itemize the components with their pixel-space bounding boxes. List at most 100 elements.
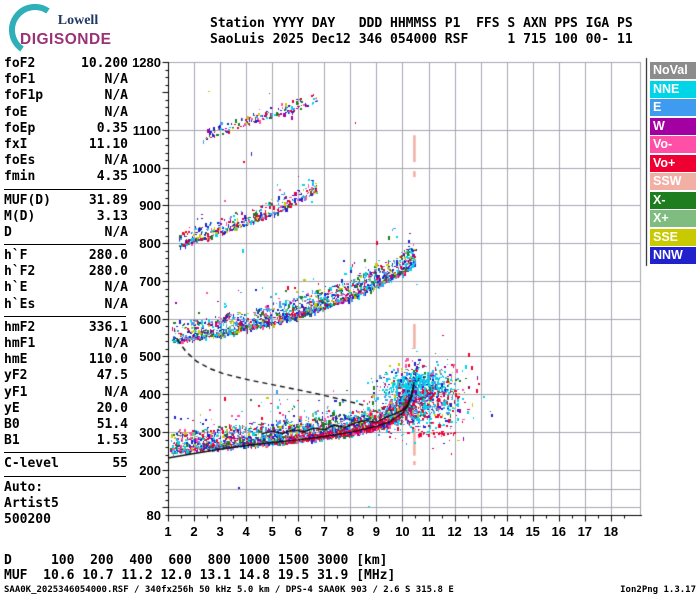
x-tick-label: 11 <box>421 524 436 539</box>
y-tick-label: 600 <box>139 311 161 327</box>
param-label: foEs <box>4 153 36 169</box>
station-header: Station YYYY DAY DDD HHMMSS P1 FFS S AXN… <box>210 16 633 48</box>
x-tick-label: 13 <box>473 524 488 539</box>
panel-footer-line: Artist5 <box>4 495 59 511</box>
param-value: 31.89 <box>88 192 128 208</box>
param-label: h`F2 <box>4 264 36 280</box>
legend-item-nnw: NNW <box>650 247 696 264</box>
param-row: foF1p N/A <box>4 88 128 104</box>
panel-footer-line: 500200 <box>4 511 51 527</box>
y-tick-label: 900 <box>139 198 161 214</box>
lowell-digisonde-logo: Lowell DIGISONDE <box>8 4 111 52</box>
legend-item-x: X- <box>650 191 696 209</box>
panel-divider <box>4 244 126 246</box>
param-row: foEs N/A <box>4 153 128 169</box>
panel-divider <box>4 475 126 477</box>
param-label: foF1p <box>4 88 44 104</box>
param-value: 4.35 <box>96 169 128 185</box>
x-tick-label: 18 <box>603 524 619 539</box>
param-value: 3.13 <box>96 208 128 224</box>
param-row: fmin 4.35 <box>4 169 128 185</box>
param-row: B0 51.4 <box>4 417 128 433</box>
param-row: M(D) 3.13 <box>4 209 128 225</box>
x-tick-label: 12 <box>447 524 462 539</box>
param-value: 0.35 <box>96 120 128 136</box>
legend-item-w: W <box>650 117 696 135</box>
param-value: N/A <box>104 280 128 296</box>
y-tick-label: 800 <box>139 236 161 252</box>
param-value: 55 <box>112 456 128 472</box>
legend-item-vo: Vo- <box>650 136 696 153</box>
param-value: 20.0 <box>96 400 128 416</box>
y-tick-label: 700 <box>139 273 161 289</box>
param-label: foE <box>4 104 28 120</box>
legend-item-sse: SSE <box>650 228 696 246</box>
param-label: M(D) <box>4 208 36 224</box>
x-tick-label: 9 <box>372 524 380 539</box>
legend-item-nne: NNE <box>650 80 696 98</box>
param-value: 336.1 <box>88 319 128 335</box>
param-label: C-level <box>4 456 59 472</box>
x-tick-label: 5 <box>268 524 276 539</box>
param-label: foF2 <box>4 56 36 71</box>
param-value: N/A <box>104 72 128 88</box>
legend-item-e: E <box>650 99 696 116</box>
y-tick-label: 500 <box>139 349 161 365</box>
panel-divider <box>4 452 126 454</box>
panel-divider <box>4 188 126 190</box>
param-row: foE N/A <box>4 105 128 121</box>
x-tick-label: 3 <box>216 524 224 539</box>
x-tick-label: 14 <box>499 524 514 539</box>
param-value: N/A <box>104 336 128 351</box>
param-value: N/A <box>104 153 128 169</box>
param-label: yE <box>4 400 20 416</box>
y-tick-label: 200 <box>139 462 161 478</box>
x-tick-label: 2 <box>190 524 198 539</box>
param-label: h`E <box>4 280 28 296</box>
param-label: fmin <box>4 169 36 185</box>
y-tick-label: 80 <box>146 508 161 523</box>
param-row: hmE 110.0 <box>4 352 128 368</box>
x-tick-label: 16 <box>551 524 566 539</box>
param-label: h`F <box>4 248 28 264</box>
footer-program-version: Ion2Png 1.3.17 <box>620 585 696 595</box>
x-tick-label: 7 <box>320 524 328 539</box>
panel-footer-line: Auto: <box>4 479 44 495</box>
param-value: 51.4 <box>96 416 128 432</box>
param-label: fxI <box>4 136 28 152</box>
param-value: 110.0 <box>88 352 128 368</box>
x-tick-label: 6 <box>294 524 302 539</box>
param-value: 10.200 <box>81 56 128 71</box>
param-label: B1 <box>4 433 20 449</box>
header-line1: Station YYYY DAY DDD HHMMSS P1 FFS S AXN… <box>210 16 633 31</box>
param-value: 280.0 <box>88 248 128 264</box>
param-label: yF2 <box>4 368 28 384</box>
param-row: h`F2 280.0 <box>4 264 128 280</box>
param-row: h`F 280.0 <box>4 248 128 264</box>
y-tick-label: 1000 <box>132 160 161 176</box>
param-label: h`Es <box>4 296 36 312</box>
param-row: hmF1 N/A <box>4 336 128 352</box>
y-tick-label: 1100 <box>132 122 161 138</box>
param-value: N/A <box>104 384 128 400</box>
logo-arc-icon <box>8 4 50 52</box>
param-value: 47.5 <box>96 368 128 384</box>
param-row: MUF(D) 31.89 <box>4 193 128 209</box>
param-row: C-level 55 <box>4 456 128 472</box>
d-muf-table: D 100 200 400 600 800 1000 1500 3000 [km… <box>4 553 396 583</box>
param-row: foF2 10.200 <box>4 56 128 72</box>
param-label: foEp <box>4 120 36 136</box>
param-label: hmE <box>4 352 28 368</box>
y-tick-label: 400 <box>139 387 161 403</box>
param-value: 11.10 <box>88 136 128 152</box>
legend-item-x: X+ <box>650 210 696 227</box>
logo-text-digisonde: DIGISONDE <box>20 31 111 48</box>
param-row: foF1 N/A <box>4 72 128 88</box>
param-value: N/A <box>104 104 128 120</box>
param-value: N/A <box>104 296 128 312</box>
direction-legend: NoVal NNE E W Vo- Vo+ SSW X- X+ SSE NNW <box>650 62 696 266</box>
param-value: 1.53 <box>96 433 128 449</box>
param-row: h`E N/A <box>4 280 128 296</box>
param-label: yF1 <box>4 384 28 400</box>
param-label: hmF1 <box>4 336 36 351</box>
